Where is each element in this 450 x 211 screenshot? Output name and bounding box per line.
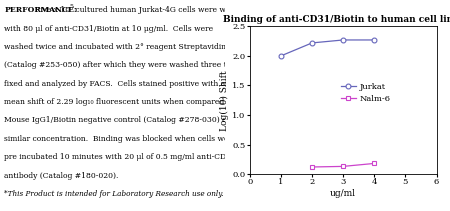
Text: similar concentration.  Binding was blocked when cells were: similar concentration. Binding was block… [4,135,237,143]
Nalm-6 [372,162,377,165]
Text: mean shift of 2.29 log₁₀ fluorescent units when compared to a: mean shift of 2.29 log₁₀ fluorescent uni… [4,98,242,106]
Line: Jurkat: Jurkat [279,38,377,58]
Y-axis label: Log(10) Shift: Log(10) Shift [220,70,230,131]
Line: Nalm-6: Nalm-6 [310,161,377,169]
Text: 5: 5 [70,4,74,9]
Text: antibody (Catalog #180-020).: antibody (Catalog #180-020). [4,172,119,180]
Text: fixed and analyzed by FACS.  Cells stained positive with a: fixed and analyzed by FACS. Cells staine… [4,80,226,88]
Title: Binding of anti-CD31/Biotin to human cell lines: Binding of anti-CD31/Biotin to human cel… [223,15,450,24]
Text: Mouse IgG1/Biotin negative control (Catalog #278-030) at a: Mouse IgG1/Biotin negative control (Cata… [4,116,237,124]
Text: PERFORMANCE:: PERFORMANCE: [4,6,77,14]
Text: pre incubated 10 minutes with 20 μl of 0.5 mg/ml anti-CD31: pre incubated 10 minutes with 20 μl of 0… [4,153,237,161]
Jurkat [372,39,377,41]
Text: cultured human Jurkat-4G cells were washed and incubated 45 minutes on ice: cultured human Jurkat-4G cells were wash… [73,6,376,14]
Text: with 80 μl of anti-CD31/Biotin at 10 μg/ml.  Cells were: with 80 μl of anti-CD31/Biotin at 10 μg/… [4,25,214,33]
Text: washed twice and incubated with 2° reagent Streptavidin/R-PE: washed twice and incubated with 2° reage… [4,43,248,51]
Text: Five x 10: Five x 10 [35,6,70,14]
Text: *This Product is intended for Laboratory Research use only.: *This Product is intended for Laboratory… [4,190,224,198]
Legend: Jurkat, Nalm-6: Jurkat, Nalm-6 [341,83,390,103]
Nalm-6 [340,165,346,168]
Jurkat [309,42,315,44]
Jurkat [340,39,346,41]
Jurkat [278,55,284,57]
X-axis label: ug/ml: ug/ml [330,189,356,198]
Nalm-6 [309,166,315,168]
Text: (Catalog #253-050) after which they were washed three times,: (Catalog #253-050) after which they were… [4,61,248,69]
